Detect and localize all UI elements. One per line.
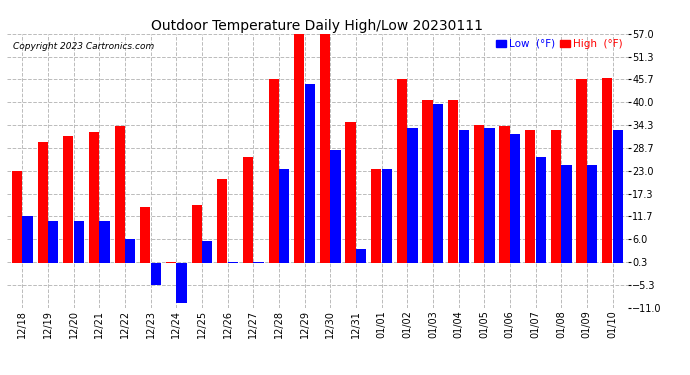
Bar xyxy=(535,156,546,263)
Bar xyxy=(243,156,253,263)
Bar xyxy=(331,150,341,263)
Bar xyxy=(525,130,535,263)
Bar xyxy=(305,84,315,263)
Bar xyxy=(22,216,32,263)
Bar xyxy=(587,165,598,263)
Legend: Low  (°F), High  (°F): Low (°F), High (°F) xyxy=(491,35,627,53)
Bar xyxy=(202,241,213,263)
Bar xyxy=(12,171,22,263)
Bar xyxy=(115,126,125,263)
Bar xyxy=(397,79,407,263)
Bar xyxy=(228,262,238,263)
Bar xyxy=(253,262,264,263)
Bar xyxy=(320,34,330,263)
Bar xyxy=(150,263,161,285)
Bar xyxy=(294,34,304,263)
Bar xyxy=(551,130,561,263)
Bar xyxy=(602,78,613,263)
Bar xyxy=(166,262,176,263)
Bar xyxy=(268,79,279,263)
Bar xyxy=(89,132,99,263)
Bar xyxy=(371,169,382,263)
Bar xyxy=(356,249,366,263)
Bar xyxy=(217,178,228,263)
Bar xyxy=(177,263,187,303)
Bar xyxy=(192,205,201,263)
Bar xyxy=(474,125,484,263)
Bar xyxy=(407,128,417,263)
Bar xyxy=(63,136,74,263)
Text: Copyright 2023 Cartronics.com: Copyright 2023 Cartronics.com xyxy=(13,42,155,51)
Bar xyxy=(448,100,458,263)
Bar xyxy=(459,130,469,263)
Bar xyxy=(99,221,110,263)
Title: Outdoor Temperature Daily High/Low 20230111: Outdoor Temperature Daily High/Low 20230… xyxy=(151,19,484,33)
Bar xyxy=(510,134,520,263)
Bar xyxy=(613,130,623,263)
Bar xyxy=(561,165,571,263)
Bar xyxy=(279,169,289,263)
Bar xyxy=(382,169,392,263)
Bar xyxy=(140,207,150,263)
Bar xyxy=(48,221,59,263)
Bar xyxy=(500,126,510,263)
Bar xyxy=(484,128,495,263)
Bar xyxy=(346,122,356,263)
Bar xyxy=(125,239,135,263)
Bar xyxy=(74,221,84,263)
Bar xyxy=(433,104,443,263)
Bar xyxy=(576,79,586,263)
Bar xyxy=(422,100,433,263)
Bar xyxy=(37,142,48,263)
